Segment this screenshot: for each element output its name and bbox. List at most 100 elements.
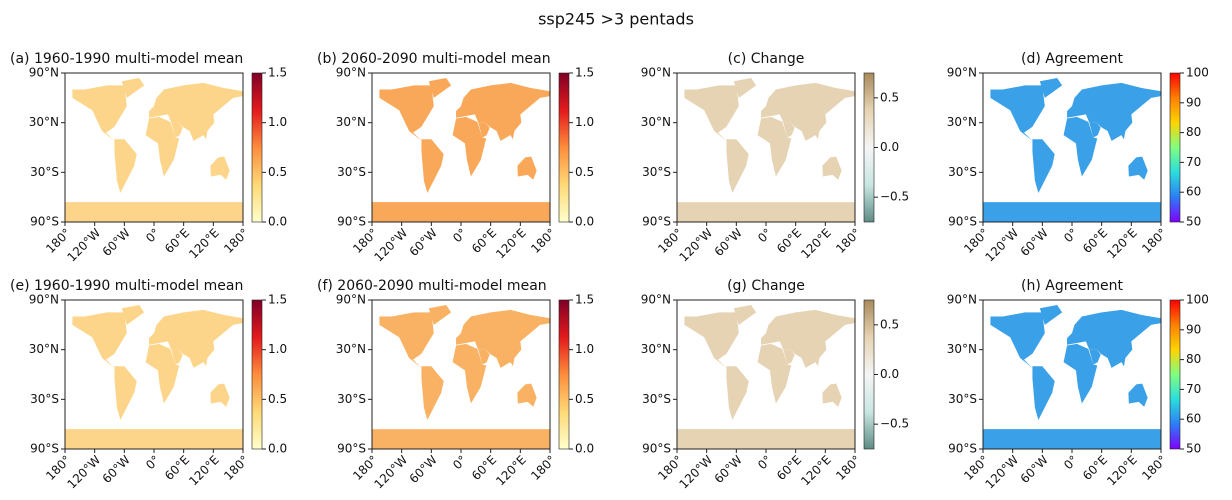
land	[421, 139, 444, 194]
colorbar	[558, 299, 570, 450]
colorbar-tick-label: 0.5	[880, 90, 899, 104]
colorbar-tick-label: 0.0	[268, 442, 287, 456]
land	[1039, 304, 1063, 325]
land	[478, 349, 490, 365]
x-tick-label: 120°W	[372, 453, 411, 492]
colorbar-tick-label: 0.5	[575, 165, 594, 179]
y-tick-label: 30°S	[337, 392, 366, 406]
colorbar-tick-label: 100	[1186, 293, 1209, 307]
y-tick-label: 30°N	[641, 342, 671, 356]
colorbar-tick-label: 0.0	[575, 442, 594, 456]
y-tick-label: 90°N	[641, 293, 671, 307]
colorbar-tick-label: 1.0	[575, 342, 594, 356]
x-tick-label: 120°E	[798, 453, 834, 489]
land	[149, 309, 243, 368]
x-tick-label: 60°W	[100, 453, 133, 486]
land	[733, 304, 757, 325]
y-tick-label: 30°S	[948, 392, 977, 406]
y-tick-label: 90°S	[642, 442, 671, 456]
map-panel	[676, 72, 856, 223]
x-tick-label: 120°E	[1104, 453, 1140, 489]
map-panel	[371, 72, 551, 223]
colorbar	[558, 72, 570, 223]
land	[145, 343, 180, 404]
panel-title: (g) Change	[727, 278, 805, 294]
y-tick-label: 30°S	[948, 165, 977, 179]
panel-title: (d) Agreement	[1021, 51, 1124, 67]
x-tick-label: 180°	[528, 226, 558, 256]
colorbar-tick-label: 0.0	[880, 367, 899, 381]
land	[72, 312, 127, 368]
y-tick-label: 30°N	[947, 342, 977, 356]
y-tick-label: 30°N	[336, 115, 366, 129]
x-tick-label: 120°W	[677, 226, 716, 265]
panel-title: (e) 1960-1990 multi-model mean	[10, 278, 243, 294]
land	[990, 85, 1045, 141]
y-tick-label: 90°N	[336, 293, 366, 307]
land	[684, 312, 739, 368]
y-tick-label: 90°S	[642, 215, 671, 229]
colorbar-tick-label: 50	[1186, 215, 1201, 229]
colorbar-tick-label: 80	[1186, 352, 1201, 366]
colorbar-tick-label: 70	[1186, 382, 1201, 396]
y-tick-label: 30°S	[30, 392, 59, 406]
land	[478, 122, 490, 138]
y-tick-label: 90°S	[337, 215, 366, 229]
land	[171, 122, 183, 138]
colorbar-tick-label: 1.5	[268, 293, 287, 307]
land	[1067, 82, 1161, 141]
land	[456, 82, 550, 141]
x-tick-label: 60°W	[407, 453, 440, 486]
land	[145, 116, 180, 177]
colorbar-tick-label: 1.5	[575, 293, 594, 307]
land	[761, 309, 855, 368]
colorbar-tick-label: 90	[1186, 95, 1201, 109]
x-tick-label: 60°W	[1018, 453, 1051, 486]
panel-title: (f) 2060-2090 multi-model mean	[317, 278, 547, 294]
y-tick-label: 90°N	[29, 66, 59, 80]
x-tick-label: 0°	[143, 226, 163, 246]
land	[421, 366, 444, 421]
y-tick-label: 30°S	[337, 165, 366, 179]
land	[983, 429, 1161, 449]
x-tick-label: 60°W	[1018, 226, 1051, 259]
x-tick-label: 180°	[833, 453, 863, 483]
x-tick-label: 180°	[528, 453, 558, 483]
x-tick-label: 120°W	[65, 453, 104, 492]
x-tick-label: 120°W	[983, 453, 1022, 492]
x-tick-label: 120°W	[372, 226, 411, 265]
colorbar	[251, 72, 263, 223]
colorbar-tick-label: 100	[1186, 66, 1209, 80]
x-tick-label: 120°W	[677, 453, 716, 492]
land	[517, 383, 537, 407]
colorbar-tick-label: 1.5	[575, 66, 594, 80]
x-tick-label: 60°W	[712, 226, 745, 259]
colorbar	[863, 299, 875, 450]
y-tick-label: 30°S	[642, 392, 671, 406]
x-tick-label: 0°	[1061, 453, 1081, 473]
colorbar	[251, 299, 263, 450]
land	[783, 122, 795, 138]
land	[726, 139, 749, 194]
land	[121, 304, 145, 325]
land	[761, 82, 855, 141]
land	[990, 312, 1045, 368]
land	[372, 429, 550, 449]
colorbar-tick-label: 0.5	[880, 317, 899, 331]
land	[1089, 349, 1101, 365]
x-tick-label: 60°W	[407, 226, 440, 259]
land	[114, 366, 137, 421]
x-tick-label: 180°	[1139, 453, 1169, 483]
panel-title: (a) 1960-1990 multi-model mean	[10, 51, 243, 67]
land	[210, 383, 230, 407]
x-tick-label: 120°E	[493, 226, 529, 262]
land	[452, 343, 487, 404]
land	[149, 82, 243, 141]
land	[1063, 116, 1098, 177]
colorbar	[1169, 72, 1181, 223]
land	[983, 202, 1161, 222]
y-tick-label: 30°N	[641, 115, 671, 129]
land	[733, 77, 757, 98]
land	[517, 156, 537, 180]
